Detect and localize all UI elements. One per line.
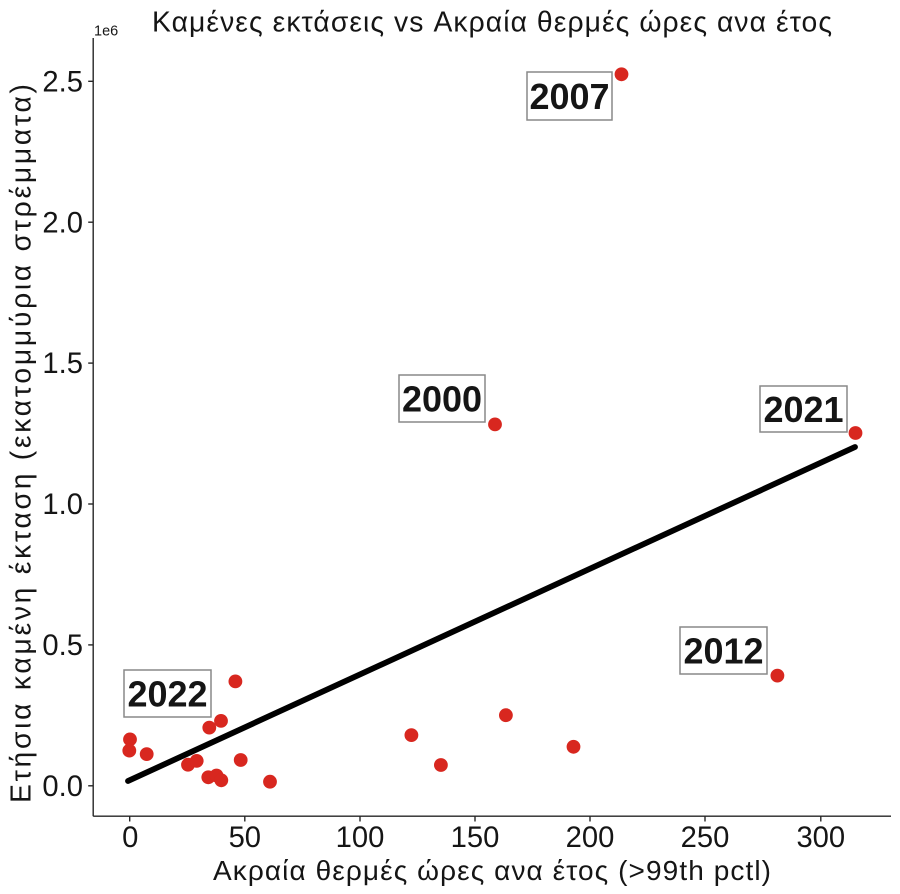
- svg-text:200: 200: [566, 822, 615, 854]
- svg-text:50: 50: [229, 822, 261, 854]
- svg-text:2.0: 2.0: [42, 207, 83, 239]
- svg-text:Καμένες εκτάσεις vs Ακραία θερ: Καμένες εκτάσεις vs Ακραία θερμές ώρες α…: [152, 5, 832, 37]
- svg-text:0.0: 0.0: [42, 771, 83, 803]
- svg-text:0.5: 0.5: [42, 630, 83, 662]
- svg-text:100: 100: [336, 822, 385, 854]
- svg-text:150: 150: [451, 822, 500, 854]
- svg-text:1e6: 1e6: [94, 24, 118, 40]
- svg-text:1.5: 1.5: [42, 348, 83, 380]
- svg-text:2.5: 2.5: [42, 66, 83, 98]
- svg-text:1.0: 1.0: [42, 489, 83, 521]
- svg-text:0: 0: [122, 822, 138, 854]
- svg-text:2022: 2022: [127, 674, 207, 715]
- svg-text:250: 250: [681, 822, 730, 854]
- svg-text:2012: 2012: [683, 631, 763, 672]
- svg-text:Ετήσια καμένη έκταση (εκατομμύ: Ετήσια καμένη έκταση (εκατομμύρια στρέμμ…: [5, 84, 37, 803]
- svg-text:Ακραία θερμές ώρες ανα έτος (>: Ακραία θερμές ώρες ανα έτος (>99th pctl): [213, 855, 771, 886]
- svg-text:2007: 2007: [529, 76, 609, 117]
- svg-text:300: 300: [796, 822, 845, 854]
- svg-text:2021: 2021: [763, 389, 843, 430]
- svg-text:2000: 2000: [402, 379, 482, 420]
